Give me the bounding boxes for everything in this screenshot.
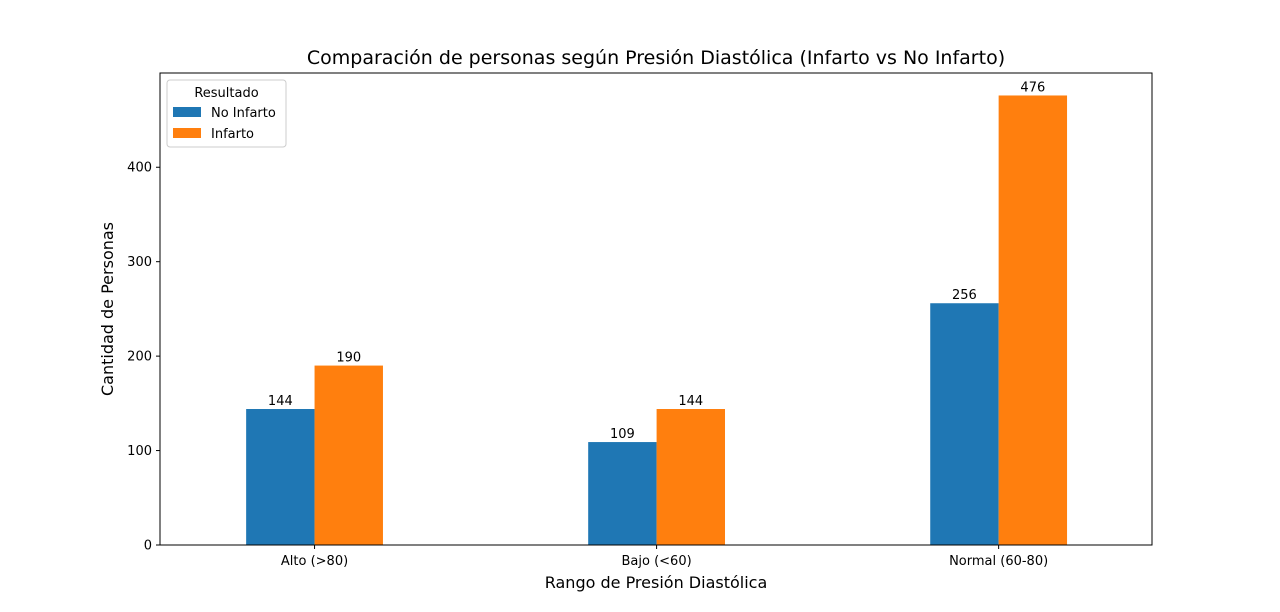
bar-value-label: 190 [336, 351, 361, 366]
bars-group [246, 95, 1068, 545]
bar-infarto-2 [998, 95, 1068, 545]
legend-items: No Infarto Infarto [173, 106, 276, 142]
bar-labels-group: 144 109 256 190 144 476 [268, 80, 1045, 442]
bar-value-label: 256 [952, 288, 977, 303]
y-tick-label: 100 [127, 444, 152, 459]
y-tick-label: 0 [144, 539, 152, 554]
plot-frame [159, 72, 1153, 546]
bar-value-label: 144 [268, 394, 293, 409]
bar-value-label: 109 [610, 427, 635, 442]
legend-label: No Infarto [211, 106, 276, 121]
bar-no-infarto-0 [246, 409, 315, 545]
x-axis: Alto (>80) Bajo (<60) Normal (60-80) [281, 545, 1048, 569]
bar-no-infarto-1 [588, 442, 657, 545]
x-tick-label: Normal (60-80) [949, 554, 1048, 569]
chart-title: Comparación de personas según Presión Di… [307, 47, 1005, 69]
x-tick-label: Bajo (<60) [622, 554, 692, 569]
bar-infarto-0 [314, 365, 383, 545]
y-tick-label: 200 [127, 350, 152, 365]
legend-title: Resultado [194, 86, 258, 101]
y-axis: 0 100 200 300 400 [127, 161, 160, 554]
legend-swatch [173, 107, 201, 117]
bar-value-label: 476 [1020, 80, 1045, 95]
x-axis-label: Rango de Presión Diastólica [545, 573, 768, 592]
bar-no-infarto-2 [930, 303, 999, 545]
y-tick-label: 400 [127, 161, 152, 176]
legend-swatch [173, 128, 201, 138]
legend: Resultado No Infarto Infarto [166, 79, 287, 148]
y-axis-label: Cantidad de Personas [98, 222, 117, 396]
x-tick-label: Alto (>80) [281, 554, 348, 569]
legend-label: Infarto [211, 127, 254, 142]
bar-value-label: 144 [678, 394, 703, 409]
bar-infarto-1 [656, 409, 726, 545]
y-tick-label: 300 [127, 255, 152, 270]
